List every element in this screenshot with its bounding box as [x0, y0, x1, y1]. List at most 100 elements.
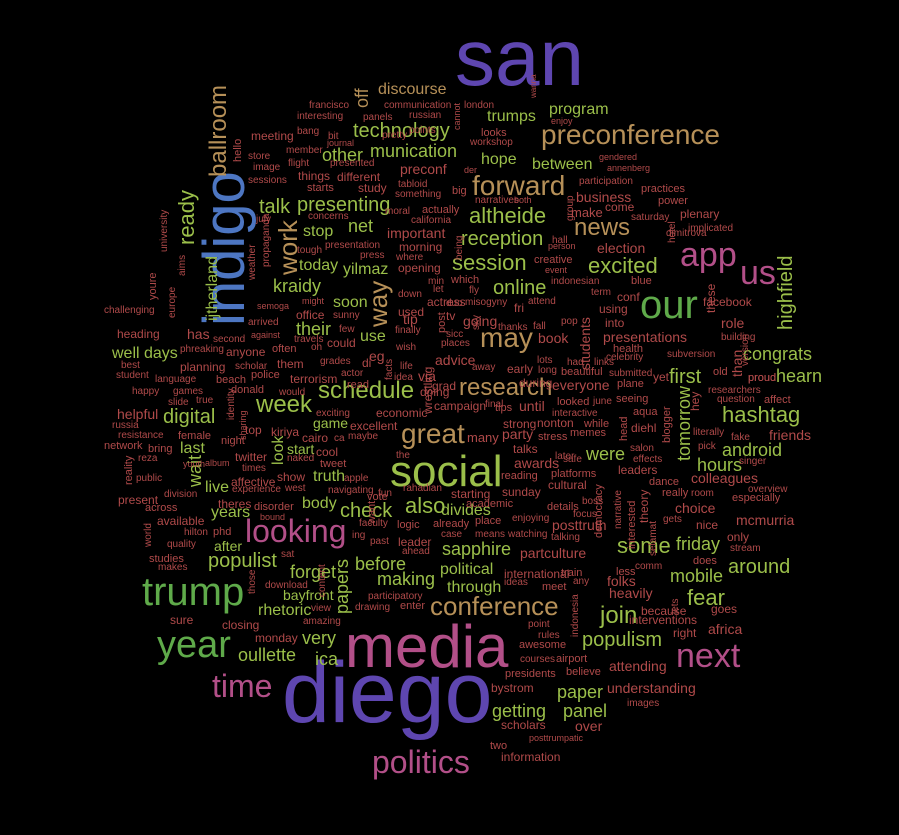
- word-forward: forward: [472, 170, 566, 201]
- word-cairo: cairo: [302, 431, 329, 445]
- word-resistance: resistance: [118, 430, 164, 441]
- word-join: join: [600, 602, 638, 629]
- word-actually: actually: [422, 204, 460, 216]
- word-tough: tough: [297, 245, 323, 256]
- word-thanks: thanks: [498, 322, 528, 333]
- word-tv: tv: [446, 309, 456, 323]
- word-populism: populism: [582, 629, 663, 651]
- word-navigating: navigating: [328, 485, 374, 496]
- word-looked: looked: [557, 396, 590, 408]
- word-looks: looks: [481, 127, 507, 139]
- word-gets: gets: [663, 514, 682, 525]
- word-maybe: maybe: [348, 431, 379, 442]
- word-being: being: [454, 235, 465, 260]
- word-blue: blue: [631, 275, 652, 287]
- word-best: best: [121, 360, 140, 371]
- word-duo: duo: [446, 298, 463, 309]
- word-altheide: altheide: [469, 203, 547, 228]
- word-propaganda: propaganda: [261, 213, 272, 267]
- word-head: head: [618, 416, 630, 441]
- word-present: present: [118, 493, 159, 507]
- word-life: life: [400, 361, 413, 372]
- word-getting: getting: [492, 701, 547, 721]
- word-salon: salon: [630, 443, 654, 454]
- word-yilmaz: yilmaz: [343, 261, 389, 278]
- word-theory: theory: [637, 489, 651, 523]
- word-party: party: [502, 426, 534, 442]
- word-aims: aims: [177, 254, 188, 276]
- word-dimitrova: dimitrova: [666, 228, 707, 239]
- word-africa: africa: [708, 621, 743, 637]
- word-literally: literally: [693, 427, 725, 438]
- word-pretty: pretty: [382, 130, 408, 141]
- word-down: down: [398, 289, 422, 300]
- word-journal: journal: [327, 138, 355, 148]
- word-night: night: [221, 435, 245, 447]
- word-mcmurria: mcmurria: [736, 512, 795, 528]
- word-truth: truth: [313, 468, 346, 485]
- word-narrative: narrative: [613, 490, 624, 529]
- word-workshop: workshop: [470, 137, 513, 148]
- word-because: because: [641, 604, 687, 618]
- word-sicc: sicc: [446, 329, 464, 340]
- word-twitter: twitter: [235, 450, 268, 464]
- word-strong: strong: [503, 417, 537, 431]
- word-aqua: aqua: [633, 406, 658, 418]
- word-platforms: platforms: [551, 468, 597, 480]
- word-opening: opening: [398, 261, 441, 275]
- word-participation: participation: [579, 176, 633, 187]
- word-the: the: [396, 450, 410, 461]
- word-proud: proud: [748, 372, 777, 384]
- word-these: these: [704, 283, 718, 313]
- word-actor: actor: [341, 368, 364, 379]
- word-early: early: [507, 362, 534, 376]
- word-preconference: preconference: [541, 119, 721, 150]
- word-submitted: submitted: [609, 368, 653, 379]
- word-has: has: [187, 326, 210, 342]
- word-presentation: presentation: [325, 240, 381, 251]
- word-colleagues: colleagues: [691, 470, 758, 486]
- word-places: places: [441, 338, 470, 349]
- word-ca: ca: [334, 433, 345, 444]
- word-around: around: [728, 556, 791, 578]
- word-over: over: [575, 718, 603, 734]
- word-rules: rules: [538, 630, 560, 641]
- word-gendered: gendered: [599, 152, 638, 162]
- word-already: already: [433, 518, 470, 530]
- word-hey: hey: [688, 391, 702, 411]
- word-interactive: interactive: [552, 408, 598, 419]
- word-two: two: [490, 740, 508, 752]
- word-available: available: [157, 514, 205, 528]
- word-which: which: [451, 274, 480, 286]
- word-phreaking: phreaking: [180, 344, 224, 355]
- word-memes: memes: [570, 427, 607, 439]
- word-games: games: [173, 386, 204, 397]
- word-important: important: [387, 225, 446, 241]
- word-presentations: presentations: [603, 329, 688, 345]
- word-hall: hall: [552, 235, 568, 246]
- word-next: next: [676, 637, 741, 675]
- word-going: going: [463, 313, 498, 329]
- word-folks: folks: [607, 573, 636, 589]
- word-plenary: plenary: [680, 207, 720, 221]
- word-naked: naked: [287, 453, 315, 464]
- word-way: way: [363, 280, 393, 327]
- word-blogger: blogger: [661, 406, 673, 443]
- word-really: really: [662, 487, 689, 499]
- word-paper: paper: [557, 682, 604, 702]
- word-facebook: facebook: [703, 295, 752, 309]
- word-means: means: [475, 529, 506, 540]
- word-come: come: [605, 200, 635, 214]
- word-choice: choice: [675, 500, 716, 516]
- word-faculty: faculty: [359, 518, 388, 529]
- word-female: female: [178, 430, 212, 442]
- word-moral: moral: [385, 206, 411, 217]
- word-reality: reality: [123, 455, 135, 485]
- word-francisco: francisco: [309, 100, 350, 111]
- word-via: via: [418, 368, 436, 384]
- word-soon: soon: [333, 294, 368, 311]
- word-min: min: [428, 276, 445, 287]
- word-hours: hours: [697, 455, 743, 475]
- word-panels: panels: [363, 112, 393, 123]
- word-narratives: narratives: [475, 195, 519, 206]
